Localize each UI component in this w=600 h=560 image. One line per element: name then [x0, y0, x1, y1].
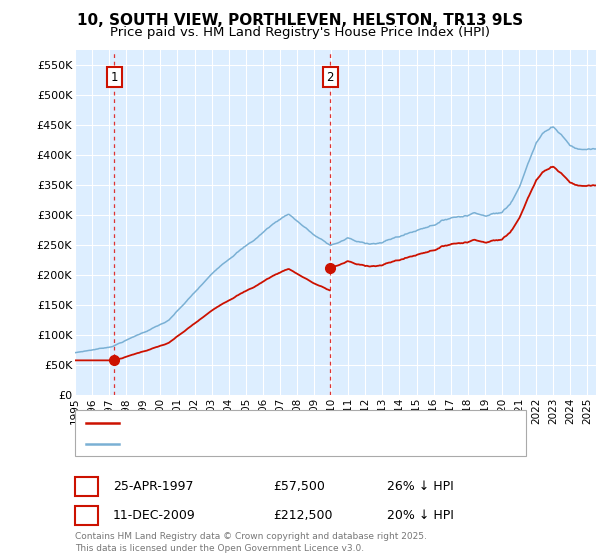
Text: 2: 2	[326, 71, 334, 84]
Text: 2: 2	[82, 509, 91, 522]
Text: £57,500: £57,500	[273, 479, 325, 493]
Text: 1: 1	[82, 479, 91, 493]
Text: £212,500: £212,500	[273, 509, 332, 522]
Text: 10, SOUTH VIEW, PORTHLEVEN, HELSTON, TR13 9LS (detached house): 10, SOUTH VIEW, PORTHLEVEN, HELSTON, TR1…	[126, 418, 513, 428]
Text: HPI: Average price, detached house, Cornwall: HPI: Average price, detached house, Corn…	[126, 439, 376, 449]
Text: 11-DEC-2009: 11-DEC-2009	[113, 509, 196, 522]
Text: 26% ↓ HPI: 26% ↓ HPI	[387, 479, 454, 493]
Text: Price paid vs. HM Land Registry's House Price Index (HPI): Price paid vs. HM Land Registry's House …	[110, 26, 490, 39]
Text: 1: 1	[110, 71, 118, 84]
Text: Contains HM Land Registry data © Crown copyright and database right 2025.
This d: Contains HM Land Registry data © Crown c…	[75, 533, 427, 553]
Text: 10, SOUTH VIEW, PORTHLEVEN, HELSTON, TR13 9LS: 10, SOUTH VIEW, PORTHLEVEN, HELSTON, TR1…	[77, 13, 523, 29]
Text: 20% ↓ HPI: 20% ↓ HPI	[387, 509, 454, 522]
Text: 25-APR-1997: 25-APR-1997	[113, 479, 193, 493]
